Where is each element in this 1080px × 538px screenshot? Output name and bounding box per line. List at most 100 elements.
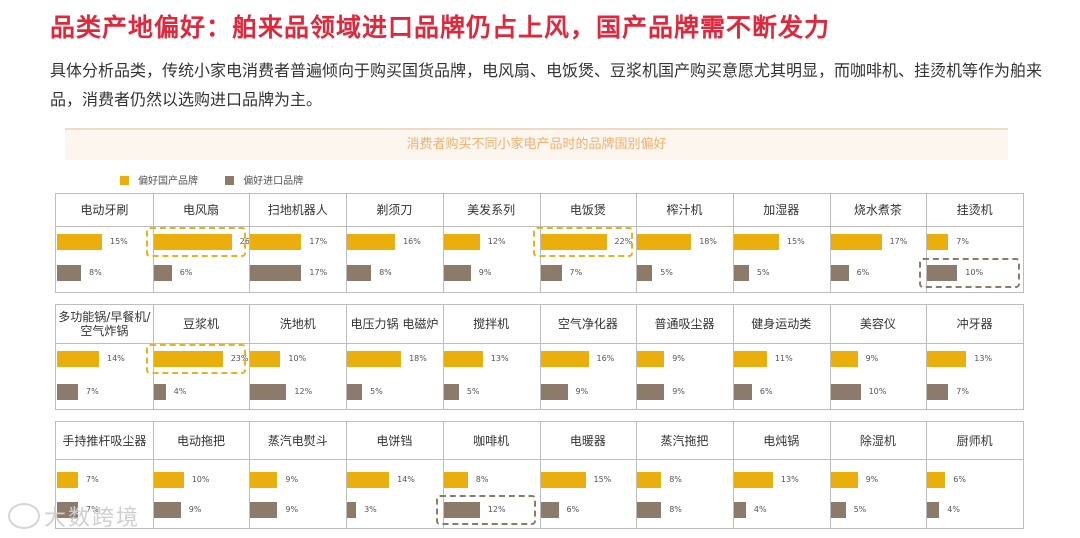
- bar-import: [57, 265, 81, 281]
- column-divider: [442, 194, 444, 292]
- category-label: 蒸汽电熨斗: [267, 433, 328, 448]
- bar-domestic: [733, 234, 779, 250]
- legend-item-import: 偏好进口品牌: [225, 172, 303, 187]
- bar-import: [443, 265, 471, 281]
- bar-domestic: [637, 472, 662, 488]
- data-label: 8%: [379, 268, 392, 277]
- legend-swatch-import: [225, 176, 235, 185]
- bar-import: [540, 502, 559, 518]
- data-label: 10%: [191, 475, 210, 484]
- bar-domestic: [347, 234, 396, 250]
- chart-legend: 偏好国产品牌 偏好进口品牌: [120, 172, 327, 187]
- column-divider: [539, 422, 541, 528]
- column-divider: [442, 422, 444, 528]
- watermark-text: 大数跨境: [44, 506, 141, 531]
- bar-import: [153, 265, 172, 281]
- data-label: 9%: [575, 387, 589, 396]
- category-label: 电炖锅: [763, 433, 800, 448]
- data-label: 6%: [566, 505, 580, 514]
- data-label: 5%: [370, 387, 383, 396]
- bar-domestic: [830, 472, 858, 488]
- bar-domestic: [57, 234, 102, 250]
- category-label: 蒸汽拖把: [660, 433, 709, 448]
- data-label: 15%: [786, 237, 805, 246]
- data-label: 12%: [487, 505, 506, 514]
- category-label: 电风扇: [183, 203, 220, 217]
- column-divider: [346, 194, 348, 292]
- column-divider: [636, 422, 638, 528]
- bar-import: [637, 384, 665, 400]
- data-label: 23%: [230, 354, 249, 363]
- bar-domestic: [540, 234, 607, 250]
- data-label: 7%: [86, 387, 99, 396]
- category-label: 剃须刀: [376, 203, 413, 217]
- bar-domestic: [830, 351, 858, 367]
- category-label: 咖啡机: [473, 433, 510, 448]
- legend-swatch-domestic: [120, 176, 129, 185]
- bar-import: [830, 502, 846, 518]
- category-label: 榨汁机: [666, 203, 703, 217]
- category-label: 健身运动类: [751, 317, 812, 331]
- column-divider: [636, 194, 638, 292]
- data-label: 4%: [753, 505, 767, 514]
- bar-import: [733, 502, 746, 518]
- category-label: 电动牙刷: [80, 203, 129, 217]
- bar-import: [57, 384, 78, 400]
- data-label: 12%: [294, 387, 313, 396]
- data-label: 13%: [490, 354, 509, 363]
- data-label: 7%: [569, 268, 583, 277]
- data-label: 13%: [974, 354, 993, 363]
- data-label: 6%: [856, 268, 870, 277]
- category-label: 美容仪: [859, 317, 896, 331]
- data-label: 5%: [756, 268, 770, 277]
- data-label: 9%: [865, 354, 879, 363]
- column-divider: [926, 305, 928, 409]
- bar-domestic: [927, 351, 967, 367]
- category-label: 电饼铛: [376, 433, 413, 448]
- column-divider: [926, 194, 928, 292]
- data-label: 16%: [596, 354, 615, 363]
- bar-domestic: [443, 351, 483, 367]
- bar-domestic: [637, 234, 692, 250]
- bar-import: [830, 384, 861, 400]
- category-label: 电压力锅 电磁炉: [350, 317, 439, 331]
- bar-import: [637, 502, 662, 518]
- data-label: 9%: [672, 387, 685, 396]
- data-label: 7%: [86, 475, 99, 484]
- category-label: 挂烫机: [956, 203, 993, 217]
- column-divider: [926, 422, 928, 528]
- watermark: 大数跨境: [8, 500, 140, 532]
- bar-import: [637, 265, 653, 281]
- highlight-box: [435, 495, 537, 525]
- data-label: 7%: [956, 237, 969, 246]
- data-label: 8%: [669, 475, 682, 484]
- data-label: 16%: [403, 237, 421, 246]
- category-label: 电饭煲: [569, 203, 606, 217]
- highlight-box: [532, 227, 634, 257]
- data-label: 9%: [672, 354, 685, 363]
- data-label: 22%: [614, 237, 633, 246]
- bar-domestic: [637, 351, 665, 367]
- legend-label-domestic: 偏好国产品牌: [138, 176, 198, 187]
- chart-panel-1: 电动牙刷 电风扇 扫地机器人 剃须刀 美发系列 电饭煲 榨汁机 加湿器 烧水煮茶 挂烫机 15% 8%…: [55, 193, 1024, 293]
- category-label: 多功能锅/早餐机/空气炸锅: [58, 310, 151, 338]
- bar-domestic: [250, 234, 302, 250]
- data-label: 3%: [364, 505, 377, 514]
- bar-domestic: [153, 351, 223, 367]
- bar-domestic: [443, 234, 480, 250]
- bar-import: [540, 384, 568, 400]
- bar-domestic: [443, 472, 468, 488]
- bar-domestic: [540, 351, 589, 367]
- bar-import: [927, 384, 949, 400]
- watermark-logo-icon: [8, 503, 40, 529]
- bar-import: [57, 502, 78, 518]
- column-divider: [152, 194, 154, 292]
- bar-import: [443, 502, 480, 518]
- highlight-box: [919, 258, 1020, 288]
- bar-domestic: [927, 472, 946, 488]
- data-label: 17%: [309, 237, 328, 246]
- data-label: 7%: [86, 505, 99, 514]
- category-label: 搅拌机: [473, 317, 510, 331]
- data-label: 5%: [660, 268, 673, 277]
- category-label: 冲牙器: [956, 317, 993, 331]
